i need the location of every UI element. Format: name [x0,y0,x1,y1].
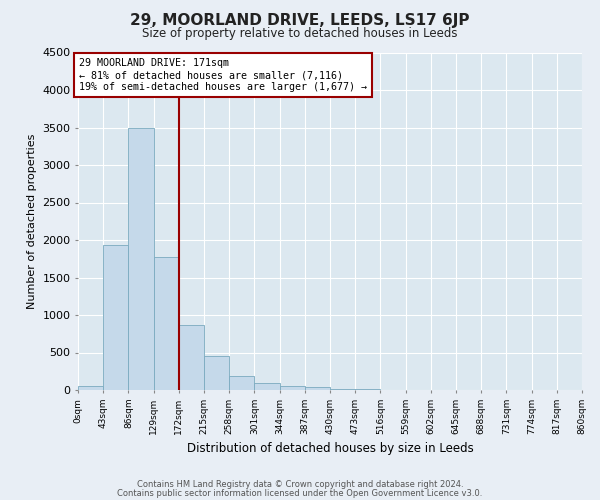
X-axis label: Distribution of detached houses by size in Leeds: Distribution of detached houses by size … [187,442,473,456]
Bar [179,325,204,390]
Bar [280,386,305,390]
Bar [154,256,179,390]
Bar [128,128,154,390]
Bar [229,376,254,390]
Bar [355,389,380,390]
Y-axis label: Number of detached properties: Number of detached properties [26,134,37,309]
Text: 29, MOORLAND DRIVE, LEEDS, LS17 6JP: 29, MOORLAND DRIVE, LEEDS, LS17 6JP [130,12,470,28]
Text: Contains public sector information licensed under the Open Government Licence v3: Contains public sector information licen… [118,488,482,498]
Text: 29 MOORLAND DRIVE: 171sqm
← 81% of detached houses are smaller (7,116)
19% of se: 29 MOORLAND DRIVE: 171sqm ← 81% of detac… [79,58,367,92]
Text: Contains HM Land Registry data © Crown copyright and database right 2024.: Contains HM Land Registry data © Crown c… [137,480,463,489]
Text: Size of property relative to detached houses in Leeds: Size of property relative to detached ho… [142,28,458,40]
Bar [305,388,330,390]
Bar [103,245,128,390]
Bar [330,388,355,390]
Bar [204,356,229,390]
Bar [254,382,280,390]
Bar [78,386,103,390]
